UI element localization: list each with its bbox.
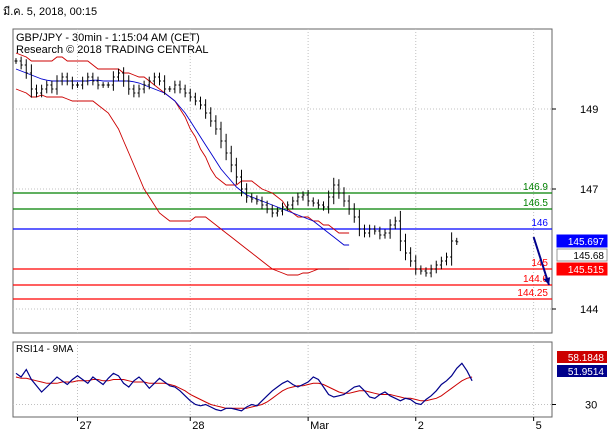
level-label: 145 xyxy=(531,258,548,269)
x-tick-label: 28 xyxy=(192,420,204,432)
level-label: 146 xyxy=(531,218,548,229)
price-flag-label: 145.68 xyxy=(573,251,604,262)
price-flag-label: 145.515 xyxy=(568,265,605,276)
rsi-flag xyxy=(557,365,607,377)
price-flag xyxy=(556,262,608,276)
chart-title: GBP/JPY - 30min - 1:15:04 AM (CET) xyxy=(16,32,200,44)
rsi-flag-label: 58.1848 xyxy=(568,353,605,364)
y-tick-label: 149 xyxy=(580,104,598,116)
date-label: มี.ค. 5, 2018, 00:15 xyxy=(3,5,97,18)
y-tick-label: 147 xyxy=(580,184,598,196)
price-flag xyxy=(556,234,608,248)
main-panel-frame xyxy=(12,28,553,334)
bollinger-upper-line xyxy=(15,52,350,234)
price-flag xyxy=(556,248,608,262)
level-label: 146.9 xyxy=(523,182,548,193)
rsi-ma-line xyxy=(15,376,473,409)
rsi-y-tick-label: 30 xyxy=(585,400,597,412)
level-label: 146.5 xyxy=(523,198,548,209)
level-label: 144.25 xyxy=(517,288,548,299)
x-tick-label: 5 xyxy=(536,420,542,432)
rsi-flag xyxy=(557,351,607,363)
forecast-arrow-shaft xyxy=(532,236,550,286)
rsi-panel-frame xyxy=(12,341,553,418)
x-tick-label: 2 xyxy=(418,420,424,432)
x-tick-label: 27 xyxy=(80,420,92,432)
rsi-line xyxy=(15,362,473,412)
rsi-flag-label: 51.9514 xyxy=(568,367,605,378)
chart-subtitle: Research © 2018 TRADING CENTRAL xyxy=(16,44,209,56)
rsi-title: RSI14 - 9MA xyxy=(16,344,74,355)
forecast-arrow-head xyxy=(543,277,551,285)
level-label: 144.6 xyxy=(523,274,548,285)
moving-average-line xyxy=(15,68,350,246)
x-tick-label: Mar xyxy=(310,420,329,432)
bollinger-lower-line xyxy=(15,88,350,276)
y-tick-label: 144 xyxy=(580,304,598,316)
price-flag-label: 145.697 xyxy=(568,237,605,248)
